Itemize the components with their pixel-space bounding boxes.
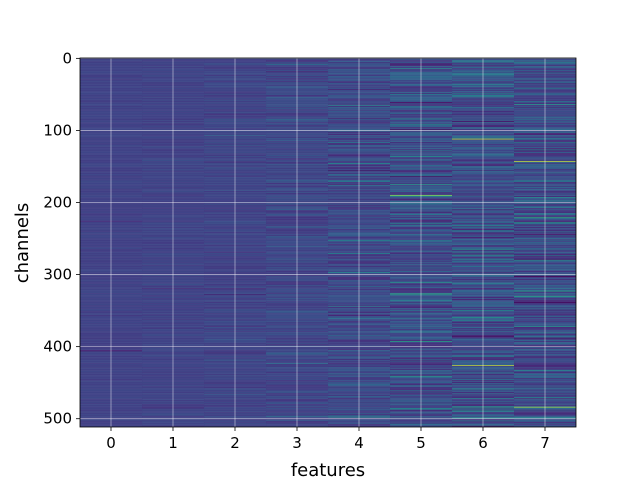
x-tick-label: 6: [478, 434, 488, 452]
x-tick-label: 7: [540, 434, 550, 452]
y-axis-label: channels: [12, 203, 33, 284]
x-tick-label: 3: [292, 434, 302, 452]
y-tick-label: 500: [43, 410, 72, 428]
y-tick-label: 100: [43, 121, 72, 139]
y-tick-label: 300: [43, 266, 72, 284]
y-tick-label: 400: [43, 338, 72, 356]
x-tick-label: 0: [106, 434, 116, 452]
x-tick-label: 1: [168, 434, 178, 452]
x-tick-label: 4: [354, 434, 364, 452]
x-tick-label: 5: [416, 434, 426, 452]
y-axis: 0 100 200 300 400 500: [43, 49, 80, 428]
x-axis: 0 1 2 3 4 5 6 7: [106, 427, 550, 452]
gridlines: [80, 57, 576, 427]
x-tick-label: 2: [230, 434, 240, 452]
y-tick-label: 0: [62, 49, 72, 67]
x-axis-label: features: [291, 460, 365, 480]
plot-frame: [79, 57, 577, 428]
y-tick-label: 200: [43, 194, 72, 212]
heatmap-cells: [80, 58, 576, 427]
